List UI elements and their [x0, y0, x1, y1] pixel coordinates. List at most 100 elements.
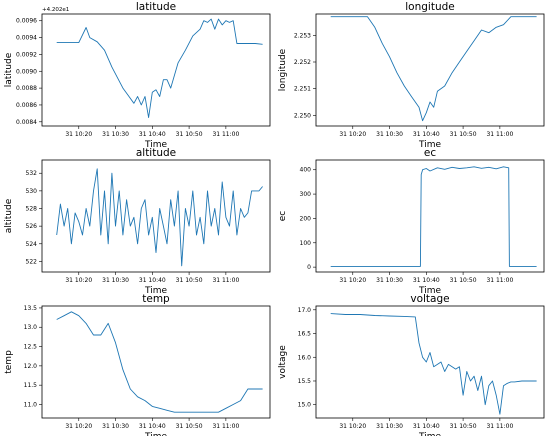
y-tick-label: 16.5	[298, 331, 312, 338]
x-axis-label: Time	[144, 286, 167, 296]
y-tick-label: 0.0084	[16, 119, 37, 126]
y-axis-label: longitude	[278, 48, 288, 91]
y-tick-label: 522	[26, 258, 38, 265]
y-tick-label: 13.0	[24, 324, 38, 331]
x-tick-label: 31 11:00	[486, 423, 513, 430]
y-axis-label: altitude	[4, 198, 14, 233]
y-tick-label: 12.5	[24, 344, 38, 351]
x-axis-label: Time	[144, 432, 167, 436]
x-tick-label: 31 10:50	[450, 277, 477, 284]
y-tick-label: 0.0092	[16, 51, 37, 58]
x-axis-label: Time	[418, 432, 441, 436]
plot-area	[315, 305, 545, 419]
x-axis-label: Time	[418, 286, 441, 296]
x-tick-label: 31 10:30	[376, 131, 403, 138]
chart-title: latitude	[136, 1, 176, 13]
y-tick-label: 524	[26, 241, 38, 248]
x-tick-label: 31 10:40	[139, 131, 166, 138]
x-tick-label: 31 10:40	[413, 423, 440, 430]
chart-panel-temp: temp 31 10:20 31 10:30 31 10:40 31 10:50 31 1…	[4, 293, 271, 436]
chart-panel-altitude: altitude 31 10:20 31 10:30 31 10:40 31 10:50…	[4, 147, 271, 296]
y-tick-label: 530	[26, 188, 38, 195]
y-tick-label: 2.252	[294, 59, 311, 66]
y-axis-label: latitude	[4, 52, 14, 87]
x-tick-label: 31 10:40	[139, 277, 166, 284]
y-tick-label: 400	[300, 167, 312, 174]
x-tick-label: 31 10:50	[176, 423, 203, 430]
plot-area	[41, 159, 271, 273]
x-tick-label: 31 10:20	[65, 277, 92, 284]
y-tick-label: 532	[26, 170, 38, 177]
chart-title: ec	[424, 147, 436, 159]
chart-panel-voltage: voltage 31 10:20 31 10:30 31 10:40 31 10:50 3…	[278, 293, 545, 436]
y-tick-label: 2.250	[294, 112, 311, 119]
chart-panel-longitude: longitude 31 10:20 31 10:30 31 10:40 31 10:5…	[278, 1, 545, 150]
x-tick-label: 31 10:50	[450, 423, 477, 430]
series-line-longitude	[330, 16, 537, 122]
y-tick-label: 526	[26, 223, 38, 230]
chart-panel-latitude: latitude 31 10:20 31 10:30 31 10:40 31 10:50…	[4, 1, 271, 150]
x-tick-label: 31 10:30	[102, 423, 129, 430]
chart-title: longitude	[405, 1, 454, 13]
y-tick-label: 2.253	[294, 32, 311, 39]
y-tick-label: 17.0	[298, 307, 312, 314]
x-tick-label: 31 10:30	[102, 277, 129, 284]
x-tick-label: 31 10:20	[339, 277, 366, 284]
x-axis-label: Time	[418, 140, 441, 150]
plot-area	[41, 13, 271, 127]
y-tick-label: 2.251	[294, 86, 311, 93]
x-tick-label: 31 10:30	[102, 131, 129, 138]
y-tick-label: 12.0	[24, 363, 38, 370]
series-line-latitude	[56, 18, 263, 119]
y-tick-label: 0.0094	[16, 35, 37, 42]
series-line-altitude	[56, 168, 263, 267]
y-tick-label: 13.5	[24, 305, 38, 312]
y-axis-label: temp	[4, 350, 14, 374]
y-tick-label: 528	[26, 206, 38, 213]
plot-area	[41, 305, 271, 419]
x-tick-label: 31 11:00	[486, 131, 513, 138]
series-line-temp	[56, 311, 263, 413]
y-tick-label: 0.0088	[16, 85, 37, 92]
x-tick-label: 31 10:40	[413, 131, 440, 138]
chart-title: temp	[142, 293, 170, 305]
x-tick-label: 31 10:20	[339, 131, 366, 138]
x-tick-label: 31 10:30	[376, 423, 403, 430]
y-tick-label: 100	[300, 240, 312, 247]
x-tick-label: 31 11:00	[212, 131, 239, 138]
series-line-ec	[330, 166, 537, 267]
x-tick-label: 31 10:40	[413, 277, 440, 284]
y-axis-label: ec	[278, 211, 288, 222]
plot-area	[315, 13, 545, 127]
chart-panel-ec: ec 31 10:20 31 10:30 31 10:40 31 10:50 31 11:…	[278, 147, 545, 296]
y-tick-label: 16.0	[298, 354, 312, 361]
x-tick-label: 31 11:00	[212, 423, 239, 430]
x-tick-label: 31 11:00	[486, 277, 513, 284]
x-tick-label: 31 10:40	[139, 423, 166, 430]
y-offset-text: +4.202e1	[42, 7, 69, 13]
plot-area	[315, 159, 545, 273]
y-tick-label: 0.0086	[16, 102, 37, 109]
x-tick-label: 31 10:20	[65, 423, 92, 430]
x-tick-label: 31 10:20	[339, 423, 366, 430]
y-tick-label: 0.0090	[16, 68, 37, 75]
y-tick-label: 15.0	[298, 402, 312, 409]
x-tick-label: 31 10:50	[176, 131, 203, 138]
y-tick-label: 15.5	[298, 378, 312, 385]
x-tick-label: 31 11:00	[212, 277, 239, 284]
x-tick-label: 31 10:50	[176, 277, 203, 284]
x-tick-label: 31 10:20	[65, 131, 92, 138]
chart-title: altitude	[136, 147, 176, 159]
y-tick-label: 0	[307, 264, 311, 271]
y-tick-label: 0.0096	[16, 18, 37, 25]
y-tick-label: 11.5	[24, 382, 38, 389]
x-axis-label: Time	[144, 140, 167, 150]
series-line-voltage	[330, 313, 537, 415]
chart-title: voltage	[410, 293, 449, 305]
y-tick-label: 200	[300, 215, 312, 222]
x-tick-label: 31 10:30	[376, 277, 403, 284]
y-tick-label: 300	[300, 191, 312, 198]
x-tick-label: 31 10:50	[450, 131, 477, 138]
y-tick-label: 11.0	[24, 401, 38, 408]
